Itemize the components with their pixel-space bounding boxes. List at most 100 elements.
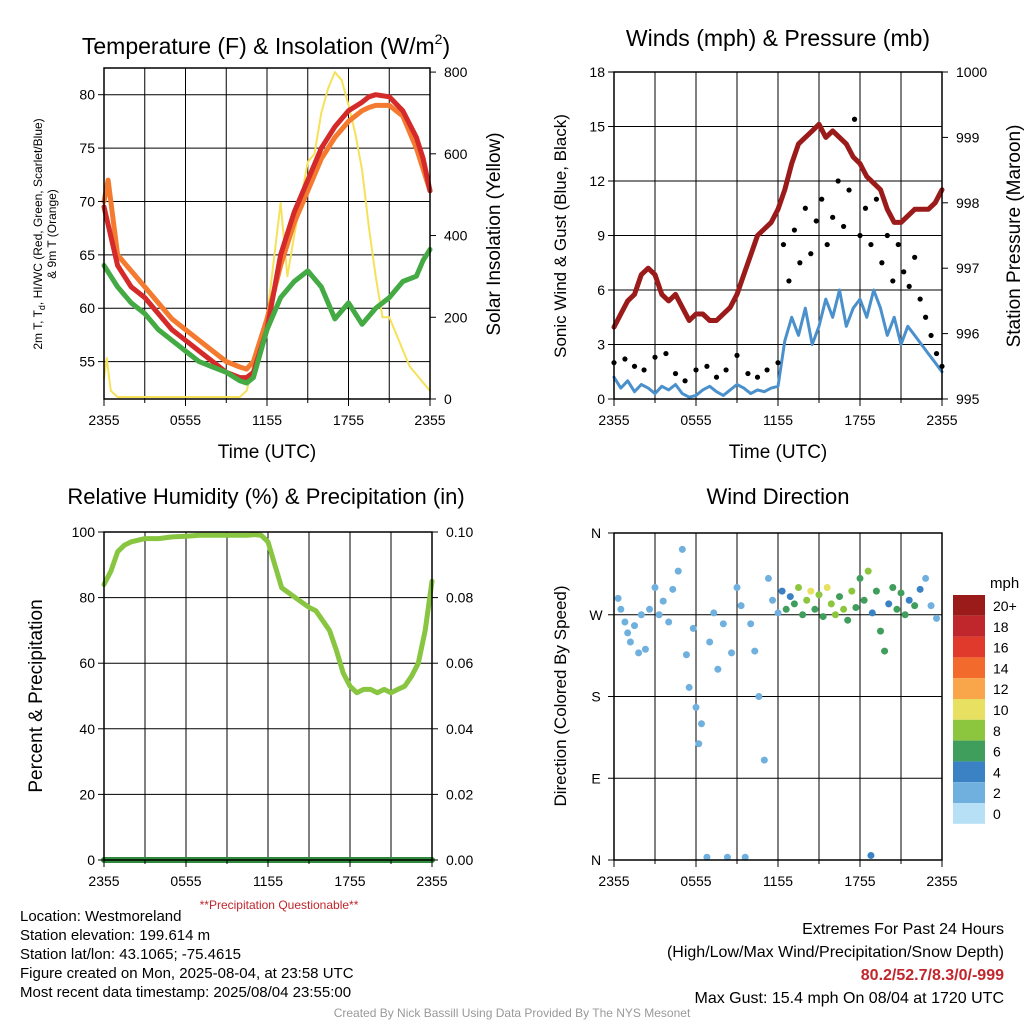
series-line — [101, 92, 433, 381]
direction-point — [831, 611, 839, 619]
y-tick-label: 75 — [79, 140, 95, 156]
x-tick-label: 1755 — [334, 873, 365, 889]
gust-point — [641, 367, 647, 373]
gust-point — [819, 196, 825, 202]
temperature-ylabel: 2m T, Td, HI/WC (Red, Green, Scarlet/Blu… — [31, 118, 47, 349]
direction-point — [714, 665, 722, 673]
direction-point — [646, 605, 654, 613]
direction-point — [755, 693, 763, 700]
direction-point — [706, 638, 714, 646]
legend-label: 6 — [993, 744, 1001, 760]
x-tick-label: 1155 — [763, 412, 793, 428]
y2-tick-label: 998 — [956, 195, 980, 211]
gust-point — [923, 314, 929, 320]
temperature-xlabel: Time (UTC) — [218, 442, 317, 463]
direction-point — [741, 853, 749, 861]
y2-tick-label: 999 — [956, 129, 980, 145]
gust-point — [933, 350, 940, 357]
gust-point — [693, 367, 699, 373]
direction-point — [764, 574, 772, 582]
y2-tick-label: 0.04 — [446, 721, 473, 737]
extremes-title: Extremes For Past 24 Hours — [802, 921, 1004, 938]
direction-point — [933, 614, 941, 622]
legend-label: 0 — [993, 806, 1001, 822]
direction-point — [626, 638, 634, 646]
legend-title: mph — [990, 575, 1019, 592]
winds-x-ticks: 2355 0555 1155 1755 2355 — [598, 399, 958, 428]
direction-point — [811, 605, 819, 613]
gust-point — [682, 378, 688, 384]
y-tick-label: 70 — [79, 193, 95, 209]
direction-point — [614, 594, 622, 602]
precip-y-ticks: 0.00 0.02 0.04 0.06 0.08 0.10 — [432, 524, 473, 868]
direction-point — [860, 596, 868, 604]
direction-point — [803, 596, 811, 604]
x-tick-label: 0555 — [680, 412, 711, 428]
gust-point — [868, 241, 874, 248]
direction-point — [790, 600, 798, 608]
legend-swatch — [953, 636, 985, 658]
direction-point — [697, 720, 705, 728]
series-line — [611, 121, 945, 330]
info-recent: Most recent data timestamp: 2025/08/04 2… — [20, 984, 352, 1001]
station-info: Location: Westmoreland Station elevation… — [20, 907, 354, 1002]
direction-point — [856, 574, 864, 582]
direction-point — [637, 611, 645, 619]
direction-point — [631, 622, 638, 630]
legend-swatch — [953, 803, 985, 824]
direction-point — [692, 703, 700, 711]
direction-point — [827, 600, 835, 608]
legend-label: 16 — [993, 640, 1009, 656]
direction-point — [682, 651, 690, 659]
insolation-y-ticks: 0 200 400 600 800 — [430, 64, 468, 407]
direction-point — [795, 584, 802, 591]
direction-point — [864, 567, 872, 575]
gust-point — [890, 278, 896, 284]
direction-point — [635, 649, 643, 657]
x-tick-label: 2355 — [88, 873, 119, 889]
y2-tick-label: 997 — [956, 260, 980, 276]
y-tick-label: 80 — [79, 590, 95, 606]
legend-swatch — [953, 657, 985, 679]
direction-ylabel: Direction (Colored By Speed) — [551, 585, 570, 806]
direction-point — [922, 574, 930, 582]
temperature-grid — [104, 68, 430, 399]
y2-tick-label: 0.06 — [446, 655, 473, 671]
gust-point — [901, 269, 907, 275]
gust-point — [857, 232, 863, 239]
gust-point — [704, 363, 710, 369]
gust-point — [802, 205, 808, 211]
humidity-panel: Relative Humidity (%) & Precipitation (i… — [26, 484, 473, 912]
y-tick-label: 100 — [72, 524, 96, 540]
gust-point — [912, 254, 918, 260]
series-line — [101, 247, 433, 386]
direction-point — [881, 647, 889, 655]
direction-point — [621, 618, 629, 626]
legend-label: 2 — [993, 785, 1001, 801]
gust-point — [841, 223, 847, 230]
direction-point — [678, 545, 686, 553]
gust-point — [791, 227, 798, 233]
x-tick-label: 0555 — [170, 412, 201, 428]
gust-point — [917, 296, 923, 302]
gust-point — [884, 232, 890, 239]
direction-point — [669, 585, 677, 593]
y2-tick-label: 1000 — [956, 64, 987, 80]
gust-point — [835, 178, 841, 184]
direction-point — [760, 756, 768, 764]
direction-point — [747, 620, 755, 628]
gust-point — [862, 205, 869, 211]
series-line — [103, 71, 431, 398]
direction-point — [617, 605, 625, 613]
legend-swatch — [953, 678, 985, 699]
direction-point — [852, 603, 860, 611]
direction-point — [836, 593, 843, 601]
direction-point — [872, 587, 880, 595]
y-tick-label: S — [591, 689, 600, 705]
y2-tick-label: 995 — [956, 391, 980, 407]
legend-swatch — [953, 699, 985, 720]
extremes-values: 80.2/52.7/8.3/0/-999 — [860, 967, 1004, 984]
direction-point — [867, 851, 875, 859]
direction-point — [893, 605, 901, 613]
